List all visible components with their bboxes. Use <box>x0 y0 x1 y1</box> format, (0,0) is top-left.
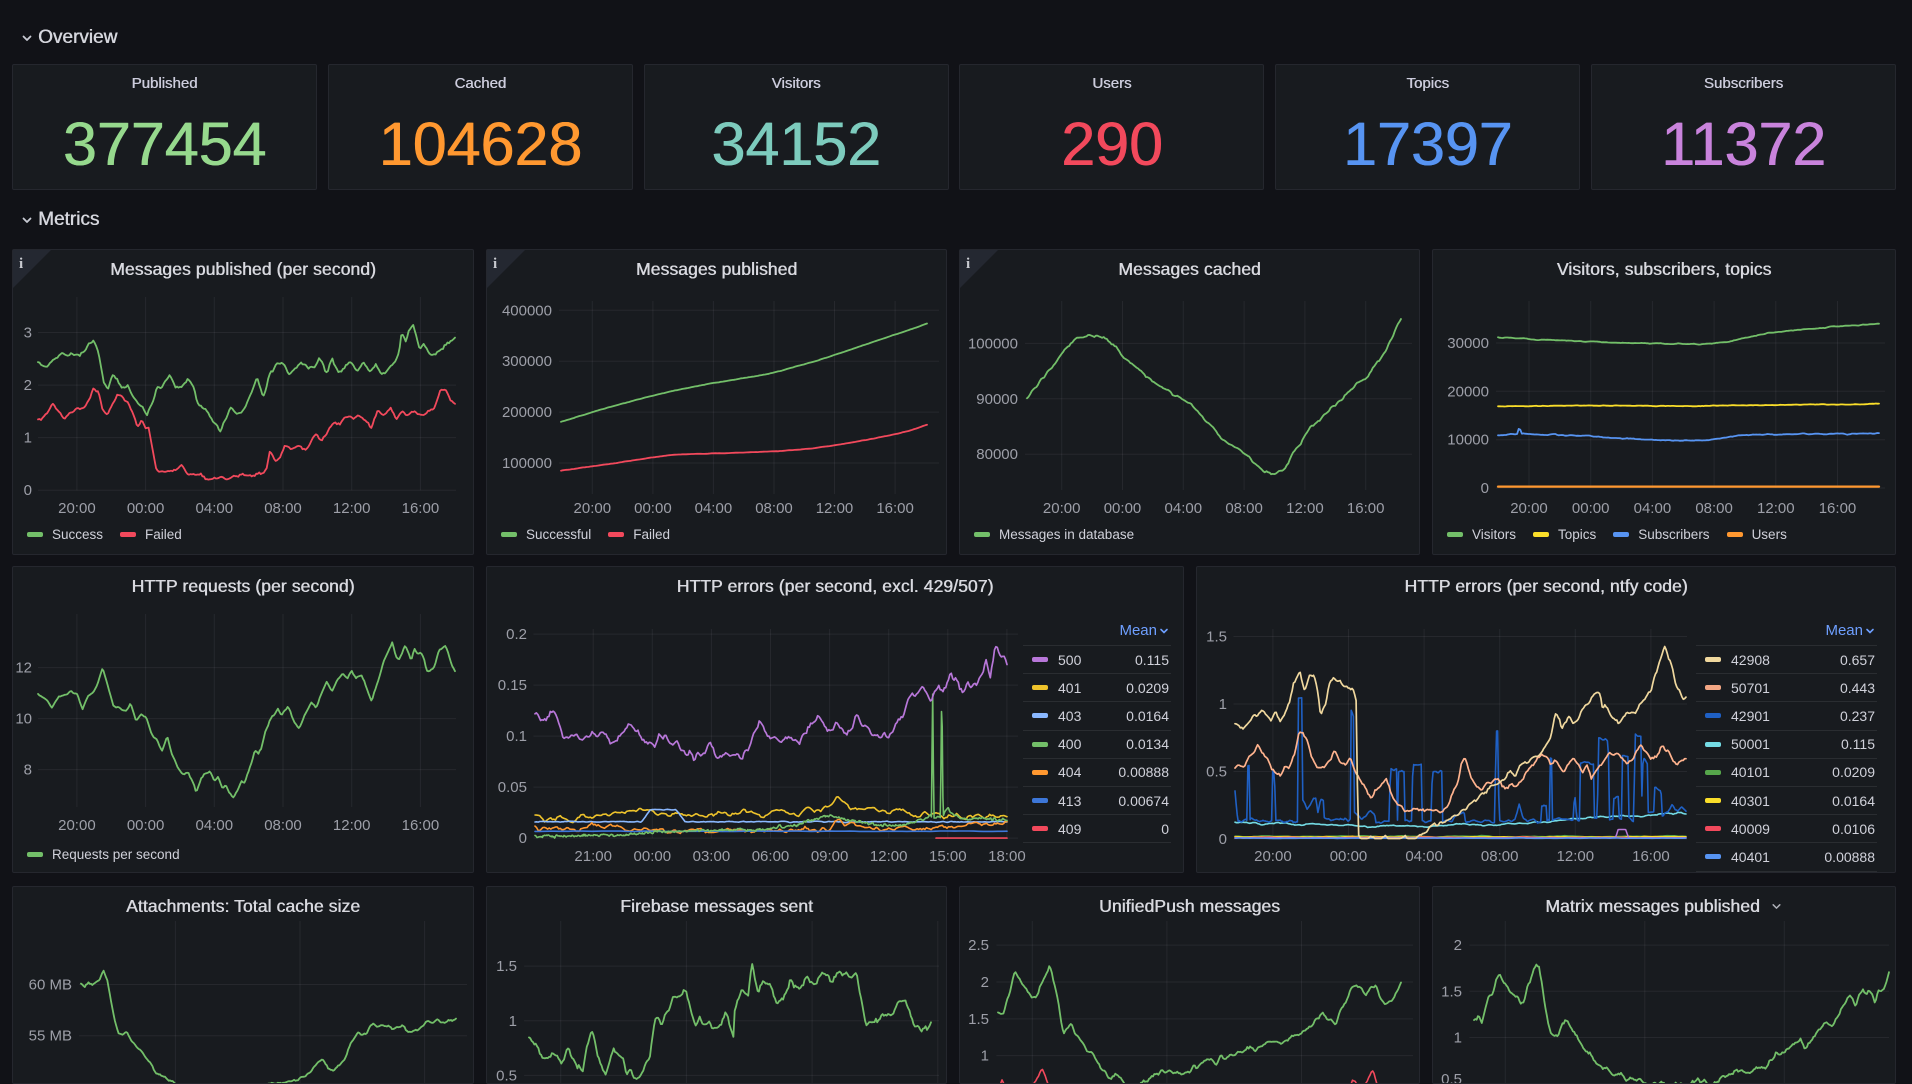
svg-text:1: 1 <box>1454 1030 1462 1047</box>
svg-text:04:00: 04:00 <box>1165 500 1203 517</box>
svg-text:2: 2 <box>24 377 32 394</box>
svg-text:20:00: 20:00 <box>58 817 96 834</box>
svg-text:20:00: 20:00 <box>58 500 96 517</box>
svg-text:0.5: 0.5 <box>496 1067 517 1084</box>
svg-text:15:00: 15:00 <box>929 848 967 865</box>
svg-text:20000: 20000 <box>1447 383 1489 400</box>
svg-text:20:00: 20:00 <box>1043 500 1081 517</box>
svg-text:04:00: 04:00 <box>196 817 234 834</box>
svg-text:16:00: 16:00 <box>402 817 440 834</box>
svg-text:200000: 200000 <box>502 404 552 421</box>
svg-text:16:00: 16:00 <box>876 500 914 517</box>
svg-text:04:00: 04:00 <box>196 500 234 517</box>
svg-text:00:00: 00:00 <box>1330 848 1368 865</box>
svg-text:2: 2 <box>981 974 989 991</box>
svg-text:03:00: 03:00 <box>693 848 731 865</box>
svg-text:09:00: 09:00 <box>811 848 849 865</box>
svg-text:16:00: 16:00 <box>1819 500 1857 517</box>
svg-text:1.5: 1.5 <box>1441 983 1462 1000</box>
svg-text:0.05: 0.05 <box>498 779 527 796</box>
svg-text:08:00: 08:00 <box>755 500 793 517</box>
svg-text:100000: 100000 <box>968 335 1018 352</box>
svg-text:12:00: 12:00 <box>1286 500 1324 517</box>
svg-text:0.5: 0.5 <box>1206 764 1227 781</box>
svg-text:1.5: 1.5 <box>1206 629 1227 646</box>
svg-text:12:00: 12:00 <box>333 500 371 517</box>
svg-text:20:00: 20:00 <box>574 500 612 517</box>
svg-text:0: 0 <box>24 482 32 499</box>
svg-text:00:00: 00:00 <box>127 500 165 517</box>
svg-text:100000: 100000 <box>502 455 552 472</box>
svg-text:00:00: 00:00 <box>634 848 672 865</box>
svg-text:1: 1 <box>981 1048 989 1065</box>
svg-text:20:00: 20:00 <box>1510 500 1548 517</box>
svg-text:90000: 90000 <box>976 391 1018 408</box>
svg-text:12:00: 12:00 <box>1757 500 1795 517</box>
svg-text:12: 12 <box>15 660 32 677</box>
svg-text:20:00: 20:00 <box>1254 848 1292 865</box>
svg-text:i: i <box>19 256 23 272</box>
svg-text:1: 1 <box>1219 696 1227 713</box>
svg-text:1: 1 <box>509 1013 517 1030</box>
svg-text:i: i <box>966 256 970 272</box>
svg-text:10000: 10000 <box>1447 432 1489 449</box>
svg-text:400000: 400000 <box>502 302 552 319</box>
svg-text:21:00: 21:00 <box>574 848 612 865</box>
svg-text:30000: 30000 <box>1447 335 1489 352</box>
svg-text:i: i <box>493 256 497 272</box>
svg-text:0: 0 <box>519 830 527 847</box>
svg-text:0: 0 <box>1219 831 1227 848</box>
svg-text:1.5: 1.5 <box>496 958 517 975</box>
svg-text:12:00: 12:00 <box>870 848 908 865</box>
svg-text:300000: 300000 <box>502 353 552 370</box>
svg-text:08:00: 08:00 <box>1225 500 1263 517</box>
svg-text:3: 3 <box>24 325 32 342</box>
svg-text:12:00: 12:00 <box>816 500 854 517</box>
svg-text:8: 8 <box>24 762 32 779</box>
svg-text:08:00: 08:00 <box>264 817 302 834</box>
svg-text:2: 2 <box>1454 937 1462 954</box>
svg-text:06:00: 06:00 <box>752 848 790 865</box>
svg-text:00:00: 00:00 <box>127 817 165 834</box>
svg-text:18:00: 18:00 <box>988 848 1026 865</box>
svg-text:0: 0 <box>1481 480 1489 497</box>
svg-text:12:00: 12:00 <box>333 817 371 834</box>
svg-text:04:00: 04:00 <box>1634 500 1672 517</box>
svg-text:55 MB: 55 MB <box>29 1028 72 1045</box>
svg-text:0.2: 0.2 <box>506 626 527 643</box>
svg-text:08:00: 08:00 <box>1695 500 1733 517</box>
svg-text:00:00: 00:00 <box>1104 500 1142 517</box>
svg-text:08:00: 08:00 <box>1481 848 1519 865</box>
svg-text:00:00: 00:00 <box>1572 500 1610 517</box>
svg-text:16:00: 16:00 <box>1632 848 1670 865</box>
svg-text:1: 1 <box>24 430 32 447</box>
svg-text:16:00: 16:00 <box>1347 500 1385 517</box>
svg-text:08:00: 08:00 <box>264 500 302 517</box>
svg-text:04:00: 04:00 <box>1405 848 1443 865</box>
svg-text:0.1: 0.1 <box>506 728 527 745</box>
svg-text:12:00: 12:00 <box>1557 848 1595 865</box>
svg-text:2.5: 2.5 <box>968 937 989 954</box>
svg-text:60 MB: 60 MB <box>29 977 72 994</box>
svg-text:0.15: 0.15 <box>498 677 527 694</box>
svg-text:80000: 80000 <box>976 446 1018 463</box>
svg-text:16:00: 16:00 <box>402 500 440 517</box>
svg-text:00:00: 00:00 <box>634 500 672 517</box>
svg-text:10: 10 <box>15 711 32 728</box>
svg-text:1.5: 1.5 <box>968 1011 989 1028</box>
svg-text:04:00: 04:00 <box>695 500 733 517</box>
